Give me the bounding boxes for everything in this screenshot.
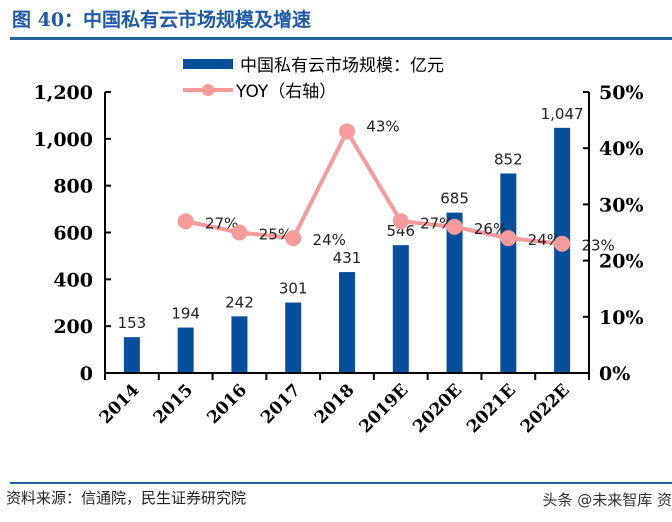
bar-2021E xyxy=(500,173,517,373)
bar-label: 194 xyxy=(171,305,200,323)
yoy-point-2017 xyxy=(285,230,302,247)
bar-2015 xyxy=(177,327,194,373)
x-tick-label: 2020E xyxy=(409,380,466,437)
bar-label: 431 xyxy=(333,249,362,267)
yoy-point-2016 xyxy=(231,224,248,241)
y-tick-label: 400 xyxy=(53,269,93,291)
x-tick-label: 2021E xyxy=(463,380,520,437)
legend-bar-label: 中国私有云市场规模：亿元 xyxy=(240,56,444,76)
x-tick-label: 2014 xyxy=(96,380,144,428)
y2-tick-label: 10% xyxy=(599,307,644,329)
yoy-label: 25% xyxy=(259,226,292,244)
yoy-label: 23% xyxy=(581,237,614,255)
bar-2019E xyxy=(392,245,409,373)
legend-bar-swatch xyxy=(183,59,233,69)
bar-label: 153 xyxy=(118,314,147,332)
y-tick-label: 0 xyxy=(80,363,93,385)
bar-label: 242 xyxy=(225,293,254,311)
bar-2020E xyxy=(446,212,463,373)
y2-tick-label: 50% xyxy=(599,82,644,104)
y-tick-label: 800 xyxy=(53,176,93,198)
legend-line-label: YOY（右轴） xyxy=(235,82,336,102)
legend-line-marker xyxy=(202,84,214,96)
y-tick-label: 200 xyxy=(53,316,93,338)
y-tick-label: 600 xyxy=(53,223,93,245)
y-tick-label: 1,200 xyxy=(34,82,94,104)
yoy-point-2015 xyxy=(177,213,194,230)
bar-label: 301 xyxy=(279,280,308,298)
yoy-label: 27% xyxy=(205,214,238,232)
yoy-point-2021E xyxy=(500,230,517,247)
x-tick-label: 2022E xyxy=(517,380,574,437)
bar-label: 546 xyxy=(386,222,415,240)
watermark: 头条 @未来智库 资 xyxy=(542,491,672,509)
x-tick-label: 2018 xyxy=(311,380,359,428)
y-tick-label: 1,000 xyxy=(34,129,94,151)
x-tick-label: 2017 xyxy=(257,380,305,428)
x-tick-label: 2019E xyxy=(356,380,413,437)
yoy-point-2019E xyxy=(392,213,409,230)
bar-label: 852 xyxy=(494,150,523,168)
y2-tick-label: 40% xyxy=(599,138,644,160)
footer-rule xyxy=(10,482,672,484)
yoy-line xyxy=(185,127,563,246)
bar-2018 xyxy=(339,272,355,373)
x-tick-label: 2016 xyxy=(203,380,251,428)
y2-tick-label: 20% xyxy=(599,251,644,273)
x-tick-label: 2015 xyxy=(150,380,198,428)
yoy-label: 24% xyxy=(528,231,561,249)
yoy-point-2022E xyxy=(554,235,571,252)
yoy-label: 27% xyxy=(420,214,453,232)
title-rule xyxy=(10,37,672,40)
bar-label: 1,047 xyxy=(541,105,584,123)
yoy-label: 24% xyxy=(313,231,346,249)
y2-tick-label: 0% xyxy=(599,363,630,385)
source-note: 资料来源：信通院，民生证券研究院 xyxy=(6,489,247,507)
bar-2016 xyxy=(231,316,248,373)
yoy-point-2018 xyxy=(339,123,355,140)
yoy-point-2020E xyxy=(446,218,463,235)
yoy-label: 43% xyxy=(366,117,399,135)
chart-title: 图 40：中国私有云市场规模及增速 xyxy=(12,9,312,31)
bar-label: 685 xyxy=(440,190,469,208)
bar-2014 xyxy=(123,337,140,373)
y2-tick-label: 30% xyxy=(599,194,644,216)
bar-2017 xyxy=(285,302,302,373)
yoy-label: 26% xyxy=(474,220,507,238)
